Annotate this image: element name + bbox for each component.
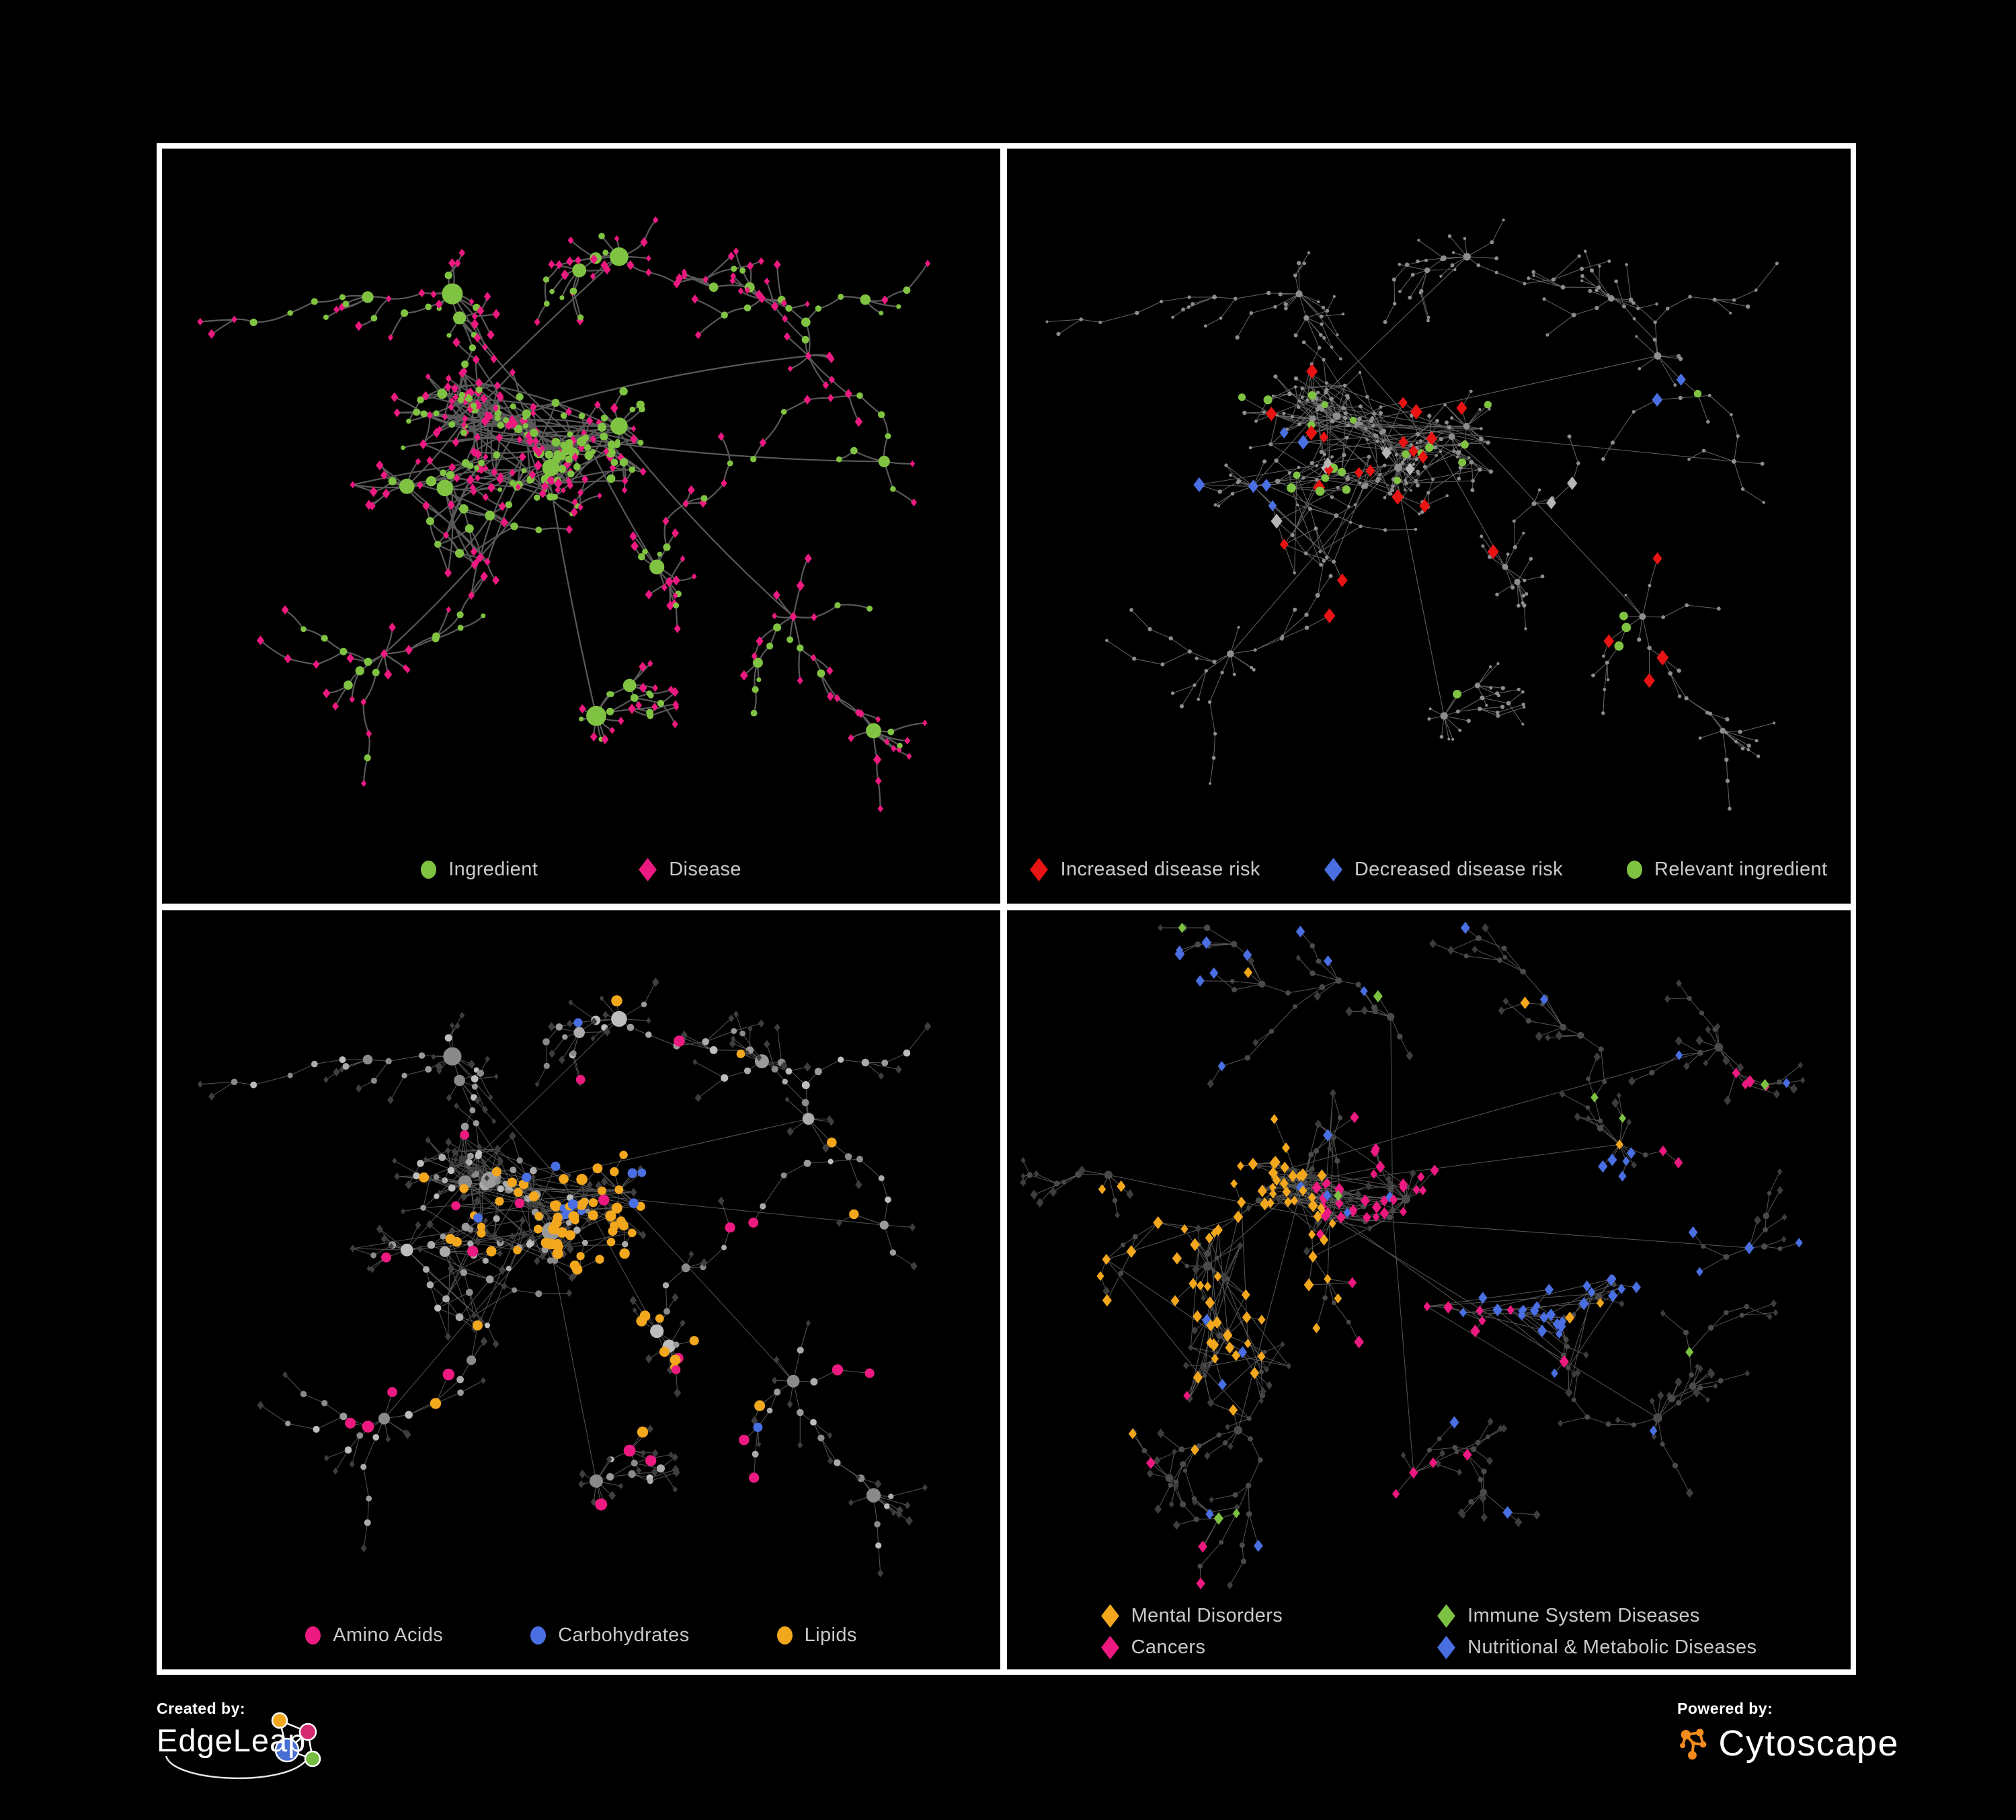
legend-item-nutritional-metabolic-diseases: Nutritional & Metabolic Diseases — [1437, 1636, 1757, 1659]
diamond-marker-icon — [1100, 1636, 1119, 1659]
legend-label: Amino Acids — [333, 1624, 444, 1646]
diamond-marker-icon — [1437, 1604, 1456, 1628]
legend-item-mental-disorders: Mental Disorders — [1100, 1604, 1283, 1628]
circle-marker-icon — [776, 1626, 793, 1645]
legend-item-relevant-ingredient: Relevant ingredient — [1627, 859, 1827, 881]
diamond-marker-icon — [1030, 858, 1049, 881]
diamond-marker-icon — [1324, 858, 1342, 881]
edgeleap-brand-name: EdgeLeap — [157, 1723, 307, 1758]
legend-item-immune-system-diseases: Immune System Diseases — [1437, 1604, 1700, 1628]
circle-marker-icon — [305, 1626, 321, 1645]
legend-label: Ingredient — [448, 859, 538, 880]
legend-label: Decreased disease risk — [1354, 859, 1564, 880]
legend: Increased disease risk Decreased disease … — [1007, 858, 1851, 881]
legend-label: Carbohydrates — [558, 1624, 690, 1646]
legend-item-decreased-disease-risk: Decreased disease risk — [1324, 858, 1564, 881]
legend: Mental Disorders Immune System Diseases Ca… — [1007, 1604, 1851, 1659]
diamond-marker-icon — [1100, 1604, 1119, 1628]
legend-label: Disease — [669, 859, 741, 880]
legend-item-increased-disease-risk: Increased disease risk — [1030, 858, 1260, 881]
powered-by-label: Powered by: — [1677, 1700, 1773, 1717]
legend: Amino Acids Carbohydrates Lipids — [162, 1624, 1000, 1647]
network-canvas — [197, 977, 932, 1578]
legend-item-amino-acids: Amino Acids — [305, 1624, 443, 1647]
legend-item-lipids: Lipids — [776, 1624, 857, 1647]
panel-disease-categories-network: Mental Disorders Immune System Diseases Ca… — [1002, 905, 1856, 1675]
legend-label: Immune System Diseases — [1467, 1605, 1700, 1626]
network-canvas — [1020, 921, 1806, 1589]
cytoscape-brand-name: Cytoscape — [1718, 1723, 1899, 1764]
created-by-block: Created by: EdgeLeap — [157, 1700, 378, 1801]
panel-macronutrients-network: Amino Acids Carbohydrates Lipids — [157, 905, 1006, 1675]
legend-label: Increased disease risk — [1060, 859, 1260, 880]
circle-marker-icon — [421, 861, 437, 879]
legend-item-ingredient: Ingredient — [421, 859, 538, 881]
diamond-marker-icon — [639, 858, 657, 881]
legend-item-disease: Disease — [639, 858, 741, 881]
powered-by-block: Powered by: Cytoscape — [1677, 1700, 1899, 1787]
circle-marker-icon — [1627, 861, 1643, 879]
legend-label: Relevant ingredient — [1654, 859, 1828, 880]
circle-marker-icon — [530, 1626, 547, 1645]
edgeleap-logo-icon — [165, 1712, 321, 1780]
legend-item-cancers: Cancers — [1100, 1636, 1206, 1659]
legend-label: Mental Disorders — [1131, 1605, 1283, 1626]
created-by-label: Created by: — [157, 1700, 246, 1717]
diamond-marker-icon — [1437, 1636, 1456, 1659]
network-canvas — [197, 216, 931, 813]
panel-ingredient-disease-network: Ingredient Disease — [157, 143, 1006, 909]
legend-label: Cancers — [1131, 1636, 1206, 1658]
legend-label: Lipids — [804, 1624, 857, 1646]
panel-disease-risk-network: Increased disease risk Decreased disease … — [1002, 143, 1856, 909]
legend: Ingredient Disease — [162, 858, 1000, 881]
network-canvas — [1045, 219, 1779, 811]
legend-label: Nutritional & Metabolic Diseases — [1467, 1636, 1757, 1658]
legend-item-carbohydrates: Carbohydrates — [530, 1624, 689, 1647]
cytoscape-logo-icon — [1680, 1729, 1707, 1760]
